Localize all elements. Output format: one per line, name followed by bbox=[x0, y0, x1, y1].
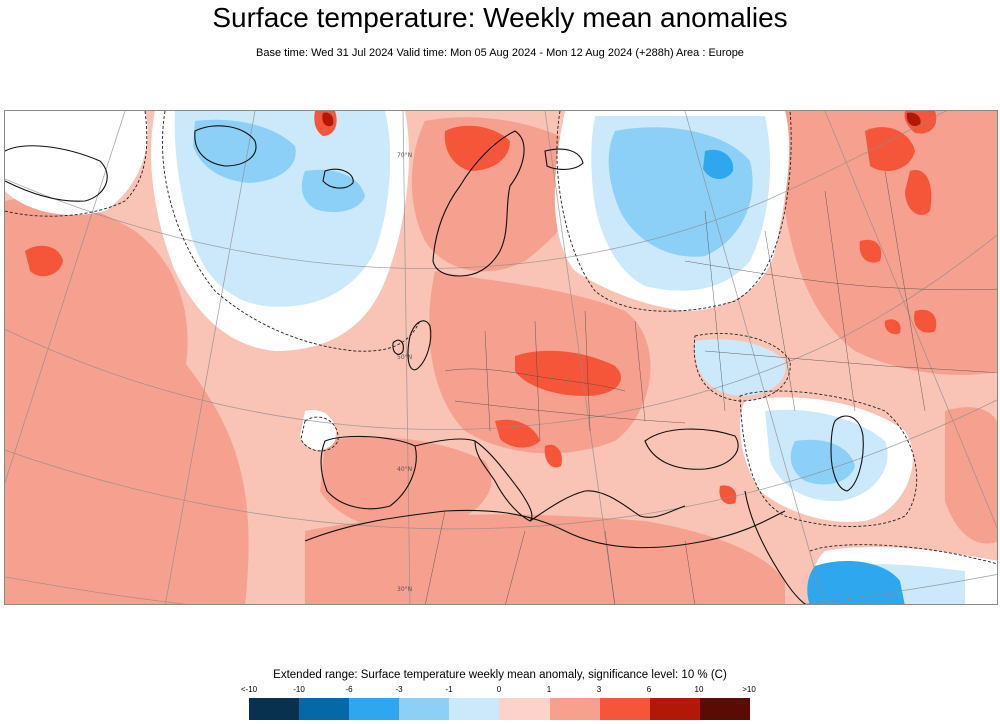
legend-tick: -6 bbox=[345, 685, 353, 694]
legend-swatch bbox=[349, 698, 400, 720]
chart-title: Surface temperature: Weekly mean anomali… bbox=[212, 2, 788, 33]
legend-tick: >10 bbox=[742, 685, 756, 694]
legend-ticks: <-10 -10 -6 -3 -1 0 1 3 6 10 >10 bbox=[0, 685, 1000, 697]
legend-colorbar bbox=[249, 698, 750, 720]
legend-tick: 3 bbox=[596, 685, 602, 694]
legend-swatch bbox=[499, 698, 550, 720]
legend-tick: <-10 bbox=[240, 685, 258, 694]
lat-label-70: 70°N bbox=[397, 152, 412, 159]
graticule bbox=[5, 111, 997, 604]
legend-caption: Extended range: Surface temperature week… bbox=[273, 669, 727, 681]
legend-tick: -3 bbox=[395, 685, 403, 694]
legend-swatch bbox=[399, 698, 450, 720]
legend-tick: 10 bbox=[694, 685, 704, 694]
country-borders bbox=[425, 170, 997, 604]
legend-tick: 6 bbox=[646, 685, 652, 694]
legend-tick: 0 bbox=[496, 685, 502, 694]
lat-label-30: 30°N bbox=[397, 586, 412, 593]
legend-tick: -1 bbox=[445, 685, 453, 694]
lat-label-40: 40°N bbox=[397, 466, 412, 473]
legend-swatch bbox=[299, 698, 350, 720]
very-strong-positive-regions bbox=[322, 112, 921, 127]
lat-label-50: 50°N bbox=[397, 354, 412, 361]
strong-negative-regions bbox=[703, 149, 905, 604]
positive-anomaly-regions bbox=[5, 111, 997, 604]
legend-tick: 1 bbox=[546, 685, 552, 694]
legend-swatch bbox=[249, 698, 300, 720]
legend-tick: -10 bbox=[293, 685, 305, 694]
legend-swatch bbox=[649, 698, 700, 720]
latitude-labels: 70°N 50°N 40°N 30°N bbox=[397, 152, 412, 593]
chart-subtitle: Base time: Wed 31 Jul 2024 Valid time: M… bbox=[256, 47, 744, 59]
significance-contours bbox=[5, 111, 997, 565]
legend-swatch bbox=[449, 698, 500, 720]
legend-swatch bbox=[599, 698, 650, 720]
legend-swatch bbox=[549, 698, 600, 720]
anomaly-map[interactable]: 70°N 50°N 40°N 30°N bbox=[4, 110, 998, 605]
legend-swatch bbox=[699, 698, 750, 720]
coastlines bbox=[5, 125, 864, 604]
